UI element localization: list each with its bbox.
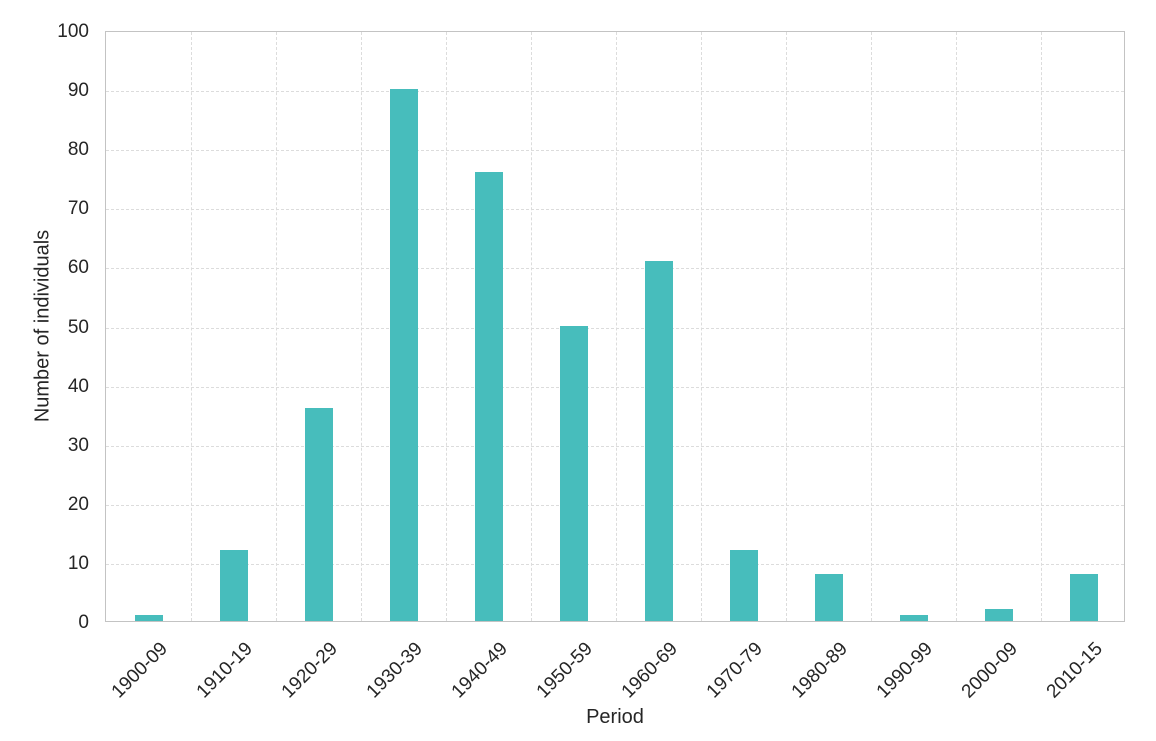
x-tick-label: 2010-15 [1042, 638, 1107, 703]
bar-1900-09 [134, 615, 163, 621]
gridline-horizontal [106, 268, 1124, 270]
gridline-vertical [276, 32, 277, 621]
y-tick-label: 100 [57, 21, 89, 42]
gridline-vertical [191, 32, 192, 621]
y-tick-label: 60 [67, 257, 89, 279]
plot-area [105, 31, 1125, 622]
gridline-horizontal [106, 386, 1124, 388]
bar-1990-99 [899, 615, 928, 621]
x-tick-label: 1900-09 [107, 638, 172, 703]
gridline-horizontal [106, 209, 1124, 211]
y-tick-label: 20 [67, 493, 89, 515]
gridline-horizontal [106, 563, 1124, 565]
gridline-vertical [786, 32, 787, 621]
gridline-vertical [701, 32, 702, 621]
gridline-horizontal [106, 445, 1124, 447]
x-tick-label: 1970-79 [702, 638, 767, 703]
gridline-vertical [871, 32, 872, 621]
y-tick-label: 0 [78, 612, 89, 633]
bar-1920-29 [304, 408, 333, 621]
gridline-vertical [531, 32, 532, 621]
x-tick-label: 1980-89 [787, 638, 852, 703]
gridline-horizontal [106, 150, 1124, 152]
bar-1970-79 [729, 550, 758, 621]
x-tick-label: 1920-29 [277, 638, 342, 703]
gridline-horizontal [106, 504, 1124, 506]
x-tick-label: 1990-99 [872, 638, 937, 703]
x-axis-title: Period [586, 706, 644, 728]
y-tick-label: 30 [67, 434, 89, 456]
gridline-horizontal [106, 91, 1124, 93]
gridline-vertical [616, 32, 617, 621]
gridline-vertical [956, 32, 957, 621]
y-tick-label: 40 [67, 375, 89, 397]
bar-1910-19 [219, 550, 248, 621]
bar-1980-89 [814, 573, 843, 621]
bar-1950-59 [559, 325, 588, 621]
bar-2000-09 [984, 609, 1013, 621]
bar-1930-39 [389, 89, 418, 621]
x-tick-label: 1910-19 [192, 638, 257, 703]
x-tick-label: 1940-49 [447, 638, 512, 703]
gridline-vertical [446, 32, 447, 621]
y-tick-label: 50 [67, 316, 89, 338]
bar-1960-69 [644, 260, 673, 621]
y-tick-label: 80 [67, 139, 89, 161]
gridline-vertical [1041, 32, 1042, 621]
y-tick-label: 90 [67, 80, 89, 102]
gridline-vertical [361, 32, 362, 621]
y-tick-label: 70 [67, 198, 89, 220]
x-tick-label: 1960-69 [617, 638, 682, 703]
bar-2010-15 [1069, 573, 1098, 621]
x-tick-label: 1930-39 [362, 638, 427, 703]
gridline-horizontal [106, 327, 1124, 329]
x-tick-label: 2000-09 [957, 638, 1022, 703]
bar-1940-49 [474, 171, 503, 621]
x-tick-label: 1950-59 [532, 638, 597, 703]
y-tick-label: 10 [67, 552, 89, 574]
